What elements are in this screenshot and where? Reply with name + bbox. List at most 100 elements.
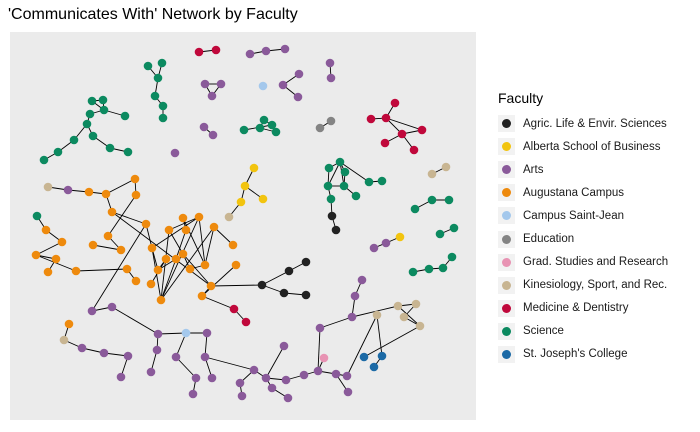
legend-key bbox=[498, 230, 515, 248]
network-node bbox=[449, 223, 459, 233]
network-node bbox=[152, 345, 162, 355]
network-node bbox=[153, 329, 163, 339]
network-node bbox=[236, 197, 246, 207]
network-node bbox=[64, 319, 74, 329]
network-node bbox=[331, 225, 341, 235]
network-node bbox=[153, 265, 163, 275]
network-node bbox=[131, 190, 141, 200]
network-node bbox=[202, 328, 212, 338]
network-node bbox=[194, 47, 204, 57]
network-edge bbox=[75, 268, 128, 272]
legend-swatch bbox=[502, 188, 511, 198]
network-node bbox=[369, 362, 379, 372]
legend-key bbox=[498, 299, 515, 317]
legend-swatch bbox=[502, 280, 511, 290]
network-node bbox=[206, 281, 216, 291]
network-node bbox=[85, 109, 95, 119]
network-node bbox=[39, 155, 49, 165]
network-node bbox=[130, 174, 140, 184]
legend-swatch bbox=[502, 211, 511, 221]
network-node bbox=[123, 147, 133, 157]
network-node bbox=[141, 219, 151, 229]
network-edge bbox=[157, 332, 187, 335]
network-edge bbox=[198, 216, 206, 266]
network-node bbox=[116, 372, 126, 382]
network-edge bbox=[168, 216, 200, 231]
legend-label: Education bbox=[523, 233, 575, 246]
network-node bbox=[339, 181, 349, 191]
network-edge bbox=[151, 216, 200, 249]
legend-item: Arts bbox=[498, 158, 693, 181]
network-node bbox=[319, 353, 329, 363]
legend-label: Arts bbox=[523, 163, 544, 176]
legend-label: Agric. Life & Envir. Sciences bbox=[523, 117, 667, 130]
network-edge bbox=[201, 295, 235, 310]
network-node bbox=[372, 310, 382, 320]
network-node bbox=[107, 207, 117, 217]
network-node bbox=[366, 114, 376, 124]
legend-item: Augustana Campus bbox=[498, 181, 693, 204]
network-node bbox=[410, 204, 420, 214]
network-node bbox=[258, 194, 268, 204]
network-node bbox=[324, 163, 334, 173]
legend-item: Grad. Studies and Research bbox=[498, 251, 693, 274]
network-node bbox=[415, 321, 425, 331]
network-node bbox=[99, 105, 109, 115]
network-node bbox=[57, 237, 67, 247]
network-node bbox=[101, 189, 111, 199]
network-edge bbox=[92, 244, 122, 251]
network-node bbox=[280, 44, 290, 54]
network-node bbox=[281, 375, 291, 385]
network-node bbox=[41, 225, 51, 235]
legend-item: Education bbox=[498, 227, 693, 250]
network-node bbox=[258, 81, 268, 91]
network-edge bbox=[105, 178, 136, 195]
network-node bbox=[157, 58, 167, 68]
legend-key bbox=[498, 345, 515, 363]
network-edge bbox=[160, 226, 215, 301]
network-node bbox=[105, 143, 115, 153]
legend-item: Kinesiology, Sport, and Rec. bbox=[498, 274, 693, 297]
legend-swatch bbox=[502, 119, 511, 129]
network-node bbox=[88, 131, 98, 141]
network-node bbox=[369, 243, 379, 253]
network-node bbox=[188, 389, 198, 399]
network-node bbox=[278, 80, 288, 90]
network-node bbox=[427, 195, 437, 205]
network-node bbox=[99, 348, 109, 358]
network-edge bbox=[210, 284, 263, 287]
network-node bbox=[207, 91, 217, 101]
network-node bbox=[82, 119, 92, 129]
network-node bbox=[43, 267, 53, 277]
network-node bbox=[231, 260, 241, 270]
legend-key bbox=[498, 161, 515, 179]
network-node bbox=[209, 222, 219, 232]
legend-item: Medicine & Dentistry bbox=[498, 297, 693, 320]
network-edge bbox=[111, 211, 212, 287]
network-edge bbox=[327, 161, 341, 187]
network-node bbox=[411, 299, 421, 309]
network-edge bbox=[213, 226, 234, 246]
network-node bbox=[31, 250, 41, 260]
network-node bbox=[325, 58, 335, 68]
network-node bbox=[359, 352, 369, 362]
network-node bbox=[408, 267, 418, 277]
network-edge bbox=[265, 345, 285, 379]
network-node bbox=[441, 162, 451, 172]
legend-swatch bbox=[502, 165, 511, 175]
legend-item: Science bbox=[498, 320, 693, 343]
network-node bbox=[194, 212, 204, 222]
network-node bbox=[279, 288, 289, 298]
network-node bbox=[207, 373, 217, 383]
network-node bbox=[257, 280, 267, 290]
network-node bbox=[43, 182, 53, 192]
legend-label: Campus Saint-Jean bbox=[523, 209, 624, 222]
legend-item: Campus Saint-Jean bbox=[498, 204, 693, 227]
network-node bbox=[261, 46, 271, 56]
network-node bbox=[301, 290, 311, 300]
network-node bbox=[153, 73, 163, 83]
legend-item: Alberta School of Business bbox=[498, 135, 693, 158]
network-edge bbox=[339, 161, 370, 183]
network-node bbox=[239, 125, 249, 135]
